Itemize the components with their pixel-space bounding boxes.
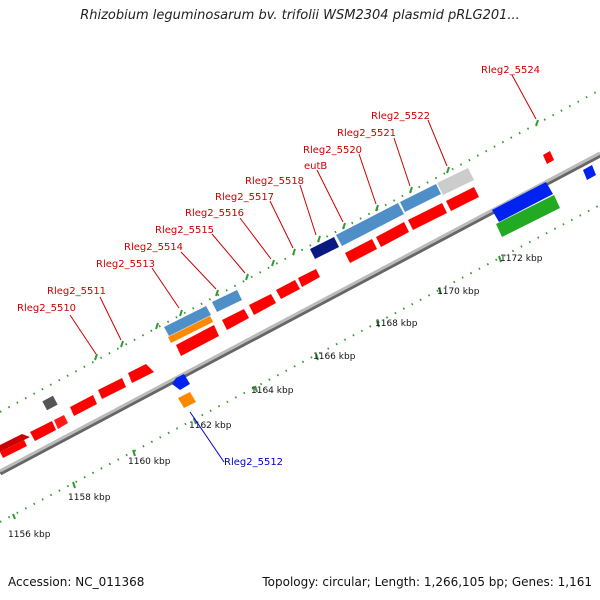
gene-label-rleg2-5516[interactable]: Rleg2_5516 <box>185 208 244 219</box>
gene-label-rleg2-5515[interactable]: Rleg2_5515 <box>155 225 214 236</box>
gene-label-rleg2-5510[interactable]: Rleg2_5510 <box>17 303 76 314</box>
cds-feature[interactable] <box>0 440 27 458</box>
forward-strand-features <box>0 151 554 458</box>
gene-label-rleg2-5520[interactable]: Rleg2_5520 <box>303 145 362 156</box>
scale-label-1164: 1164 kbp <box>251 386 294 396</box>
gene-label-rleg2-5524[interactable]: Rleg2_5524 <box>481 65 540 76</box>
outer-dotted-guide <box>0 89 600 413</box>
blue-feature[interactable] <box>492 182 553 222</box>
outer-ticks <box>94 119 539 361</box>
steel-feature[interactable] <box>400 184 441 212</box>
accession-text: Accession: NC_011368 <box>8 575 145 589</box>
gene-label-rleg2-5514[interactable]: Rleg2_5514 <box>124 242 183 253</box>
gene-label-rleg2-5522[interactable]: Rleg2_5522 <box>371 111 430 122</box>
gene-label-rleg2-5512[interactable]: Rleg2_5512 <box>224 457 283 468</box>
cds-feature[interactable] <box>376 222 409 247</box>
gene-label-rleg2-5511[interactable]: Rleg2_5511 <box>47 286 106 297</box>
gene-label-eutb[interactable]: eutB <box>304 161 327 172</box>
cds-feature[interactable] <box>276 280 300 299</box>
cds-feature[interactable] <box>54 415 68 429</box>
scale-label-1156: 1156 kbp <box>8 530 51 540</box>
bottom-leader-line <box>189 411 225 463</box>
scale-label-1172: 1172 kbp <box>500 254 543 264</box>
navy-feature[interactable] <box>310 237 339 259</box>
reverse-strand-features <box>172 165 596 408</box>
scale-label-1162: 1162 kbp <box>189 421 232 431</box>
steel-feature[interactable] <box>212 290 242 312</box>
map-title: Rhizobium leguminosarum bv. trifolii WSM… <box>80 8 520 23</box>
gene-label-rleg2-5513[interactable]: Rleg2_5513 <box>96 259 155 270</box>
inner-dotted-guide <box>0 204 600 523</box>
cds-feature[interactable] <box>0 434 30 452</box>
steel-feature[interactable] <box>164 306 211 336</box>
gene-label-rleg2-5521[interactable]: Rleg2_5521 <box>337 128 396 139</box>
cds-feature[interactable] <box>543 151 554 164</box>
orange-feature[interactable] <box>178 392 196 408</box>
scale-label-1166: 1166 kbp <box>313 352 356 362</box>
green-feature[interactable] <box>496 195 560 237</box>
cds-feature[interactable] <box>345 239 377 263</box>
cds-feature[interactable] <box>70 395 97 416</box>
scale-label-1158: 1158 kbp <box>68 493 111 503</box>
cds-feature[interactable] <box>128 364 154 383</box>
steel-feature[interactable] <box>336 203 404 246</box>
cds-feature[interactable] <box>222 309 249 330</box>
blue-feature[interactable] <box>583 165 596 180</box>
cds-feature[interactable] <box>98 378 126 399</box>
cds-feature[interactable] <box>249 294 276 315</box>
orange-feature[interactable] <box>168 316 213 343</box>
scale-label-1170: 1170 kbp <box>437 287 480 297</box>
gene-label-rleg2-5518[interactable]: Rleg2_5518 <box>245 176 304 187</box>
scale-label-1168: 1168 kbp <box>375 319 418 329</box>
gene-label-rleg2-5517[interactable]: Rleg2_5517 <box>215 192 274 203</box>
grey-feature[interactable] <box>42 395 58 411</box>
cds-feature[interactable] <box>30 421 56 441</box>
scale-ticks <box>12 255 502 520</box>
scale-label-1160: 1160 kbp <box>128 457 171 467</box>
cds-feature[interactable] <box>408 203 447 230</box>
cds-feature[interactable] <box>176 325 219 356</box>
grey-feature[interactable] <box>437 168 474 195</box>
cds-feature[interactable] <box>298 269 320 287</box>
top-leader-lines <box>69 74 537 355</box>
cds-feature[interactable] <box>446 187 479 211</box>
blue-feature[interactable] <box>172 374 190 390</box>
summary-text: Topology: circular; Length: 1,266,105 bp… <box>262 575 592 589</box>
